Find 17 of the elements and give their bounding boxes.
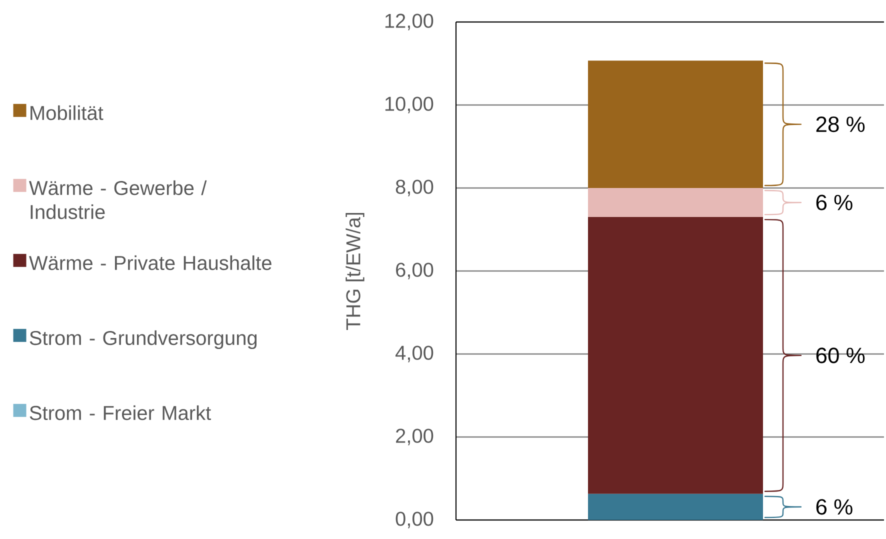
y-tick-label: 12,00 [385, 14, 434, 30]
legend-label: Mobilität [30, 105, 104, 120]
y-axis-title: THG [t/EW/a] [346, 212, 364, 330]
y-tick-label: 2,00 [396, 428, 434, 446]
y-tick-label: 0,00 [396, 512, 434, 528]
y-tick-label: 10,00 [385, 96, 434, 114]
annotation: 28 % [816, 116, 865, 132]
legend-label: Wärme - Private Haushalte [29, 255, 272, 270]
y-tick-label: 4,00 [395, 346, 434, 362]
legend-label: Wärme - Gewerbe / Industrie [29, 180, 207, 220]
legend-label: Strom - Grundversorgung [30, 330, 257, 350]
legend-label: Strom - Freier Markt [30, 405, 211, 420]
annotation: 6 % [816, 194, 852, 210]
annotation: 6 % [816, 499, 852, 515]
y-tick-label: 6,00 [396, 262, 434, 280]
annotation: 60 % [816, 348, 865, 364]
y-tick-label: 8,00 [396, 180, 434, 196]
